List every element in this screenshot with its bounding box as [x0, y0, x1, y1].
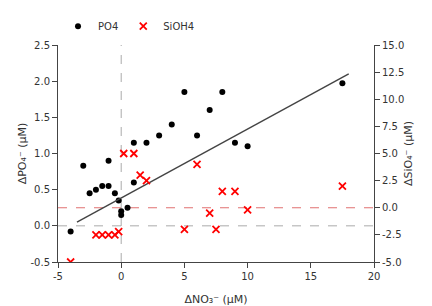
svg-text:5: 5 [181, 271, 187, 282]
svg-text:5.0: 5.0 [382, 148, 398, 159]
svg-text:20: 20 [368, 271, 381, 282]
svg-text:ΔNO₃⁻ (μM): ΔNO₃⁻ (μM) [184, 293, 247, 306]
svg-text:SiOH4: SiOH4 [163, 21, 194, 32]
svg-text:2.5: 2.5 [382, 175, 398, 186]
svg-text:0: 0 [118, 271, 124, 282]
svg-text:0.5: 0.5 [34, 184, 50, 195]
svg-text:0.0: 0.0 [34, 220, 50, 231]
svg-text:10: 10 [241, 271, 254, 282]
svg-text:1.0: 1.0 [34, 148, 50, 159]
svg-text:0.0: 0.0 [382, 202, 398, 213]
svg-text:15.0: 15.0 [382, 40, 404, 51]
svg-text:ΔSiO₄⁻ (μM): ΔSiO₄⁻ (μM) [402, 121, 415, 186]
svg-text:12.5: 12.5 [382, 67, 404, 78]
svg-text:-2.5: -2.5 [382, 229, 402, 240]
svg-text:-5.0: -5.0 [382, 257, 402, 268]
svg-text:PO4: PO4 [98, 21, 118, 32]
svg-text:15: 15 [304, 271, 317, 282]
svg-text:-5: -5 [53, 271, 63, 282]
svg-text:2.5: 2.5 [34, 40, 50, 51]
svg-text:-0.5: -0.5 [30, 257, 50, 268]
svg-text:ΔPO₄⁻ (μM): ΔPO₄⁻ (μM) [16, 123, 29, 185]
svg-text:7.5: 7.5 [382, 121, 398, 132]
svg-text:1.5: 1.5 [34, 112, 50, 123]
svg-text:2.0: 2.0 [34, 76, 50, 87]
svg-text:10.0: 10.0 [382, 94, 404, 105]
